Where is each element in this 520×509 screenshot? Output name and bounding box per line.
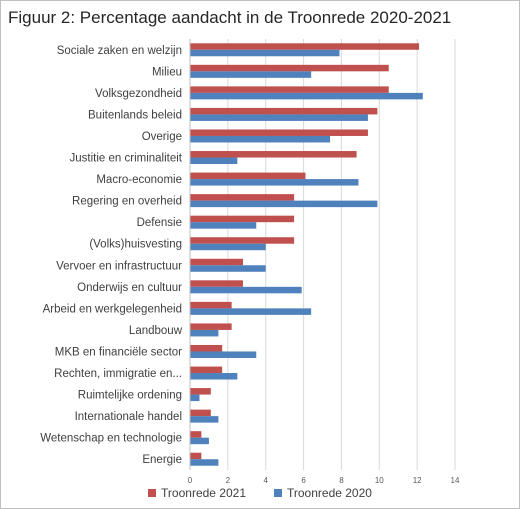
bar-2021 — [190, 323, 232, 330]
bar-2020 — [190, 373, 238, 380]
category-label: Rechten, immigratie en... — [54, 368, 182, 380]
legend-item-2021: Troonrede 2021 — [148, 486, 246, 500]
x-tick-label-6: 6 — [301, 476, 306, 485]
category-label: Milieu — [152, 66, 182, 78]
category-label: Wetenschap en technologie — [40, 433, 182, 445]
bar-2021 — [190, 431, 202, 438]
legend-swatch-2020 — [274, 489, 282, 497]
bar-2021 — [190, 344, 223, 352]
bar-2021 — [190, 194, 295, 201]
bar-2020 — [190, 179, 359, 186]
category-label: (Volks)huisvesting — [89, 239, 182, 251]
bar-2021 — [190, 43, 420, 50]
legend-label-2020: Troonrede 2020 — [287, 486, 372, 500]
category-label: Justitie en criminaliteit — [70, 153, 183, 165]
bar-2021 — [190, 215, 295, 223]
category-label: Volksgezondheid — [95, 88, 182, 100]
bar-2021 — [190, 86, 389, 93]
x-tick-label-12: 12 — [413, 476, 422, 485]
x-tick-label-4: 4 — [263, 476, 268, 485]
x-tick-label-0: 0 — [188, 476, 193, 485]
bar-2020 — [190, 92, 423, 100]
category-label: Overige — [142, 131, 182, 143]
category-label: Landbouw — [129, 325, 183, 337]
bar-2021 — [190, 452, 202, 460]
legend-label-2021: Troonrede 2021 — [161, 486, 246, 500]
chart-title: Figuur 2: Percentage aandacht in de Troo… — [8, 8, 452, 27]
category-label: Energie — [142, 454, 182, 466]
category-label: Macro-economie — [96, 174, 182, 186]
bar-2020 — [190, 243, 266, 251]
bar-2020 — [190, 200, 378, 208]
bar-2020 — [190, 351, 257, 358]
bar-2021 — [190, 172, 306, 180]
bar-2021 — [190, 366, 223, 374]
bar-2021 — [190, 107, 378, 115]
x-tick-label-10: 10 — [375, 476, 384, 485]
bar-2020 — [190, 329, 219, 337]
category-label: Onderwijs en cultuur — [77, 282, 182, 294]
bar-2020 — [190, 49, 340, 57]
bar-2021 — [190, 129, 368, 136]
bar-2021 — [190, 388, 211, 395]
category-label: MKB en financiële sector — [55, 346, 182, 358]
bar-2020 — [190, 157, 238, 165]
bar-2020 — [190, 71, 312, 78]
category-label: Arbeid en werkgelegenheid — [43, 303, 182, 315]
category-label: Ruimtelijke ordening — [78, 390, 182, 402]
x-tick-label-8: 8 — [339, 476, 344, 485]
bar-2020 — [190, 286, 302, 294]
legend-swatch-2021 — [148, 489, 157, 497]
bar-2021 — [190, 151, 357, 158]
bar-2021 — [190, 301, 232, 309]
bar-2020 — [190, 135, 331, 143]
bar-2020 — [190, 459, 219, 466]
category-label: Internationale handel — [75, 411, 182, 423]
bar-2020 — [190, 308, 312, 315]
chart-legend: Troonrede 2021 Troonrede 2020 — [0, 486, 520, 500]
category-label: Vervoer en infrastructuur — [56, 260, 182, 272]
category-label: Sociale zaken en welzijn — [57, 45, 182, 57]
bar-2021 — [190, 64, 389, 72]
bar-2021 — [190, 280, 243, 287]
bar-2020 — [190, 416, 219, 423]
bar-2020 — [190, 265, 266, 272]
x-tick-label-14: 14 — [451, 476, 460, 485]
bar-2021 — [190, 258, 243, 266]
legend-item-2020: Troonrede 2020 — [274, 486, 372, 500]
bar-2020 — [190, 222, 257, 229]
x-tick-label-2: 2 — [226, 476, 231, 485]
bar-2021 — [190, 237, 295, 244]
category-label: Buitenlands beleid — [88, 109, 182, 121]
bar-2020 — [190, 114, 368, 121]
category-label: Regering en overheid — [72, 196, 182, 208]
bar-2021 — [190, 409, 211, 417]
bar-2020 — [190, 394, 200, 402]
category-label: Defensie — [137, 217, 182, 229]
bar-2020 — [190, 437, 209, 445]
